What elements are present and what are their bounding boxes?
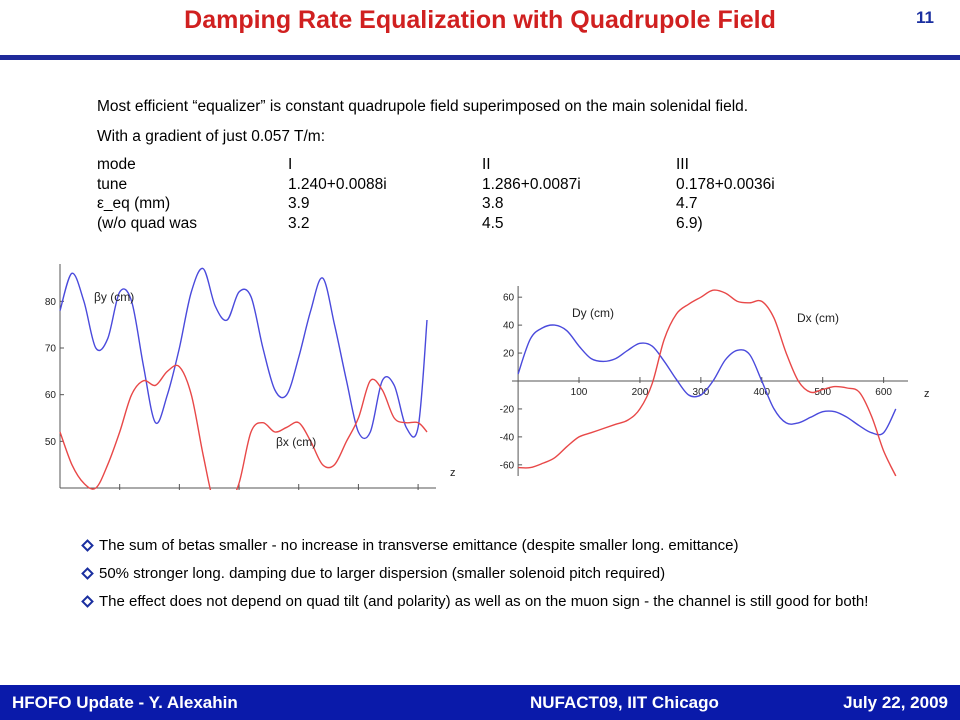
page-number: 11 — [916, 8, 934, 27]
title-rule — [0, 55, 960, 60]
table-cell: 4.7 — [676, 195, 698, 212]
table-cell: 3.2 — [288, 214, 310, 232]
y-tick-label: 80 — [45, 297, 57, 308]
diamond-bullet-icon — [81, 594, 94, 608]
x-tick-label: 300 — [693, 387, 710, 398]
y-tick-label: 60 — [45, 390, 57, 401]
y-tick-label: 70 — [45, 344, 57, 355]
table-cell: III — [676, 156, 689, 173]
table-cell: (w/o quad was — [97, 214, 197, 232]
mode-table: mode I II III tune 1.240+0.0088i 1.286+0… — [97, 155, 836, 233]
footer-bar: HFOFO Update - Y. Alexahin NUFACT09, IIT… — [0, 685, 960, 720]
footer-date: July 22, 2009 — [843, 693, 948, 712]
y-tick-label: 20 — [503, 349, 515, 360]
footer-author: HFOFO Update - Y. Alexahin — [12, 693, 238, 712]
bullet-item: The sum of betas smaller - no increase i… — [80, 536, 900, 556]
diamond-bullet-icon — [81, 566, 94, 580]
series-label: βy (cm) — [94, 290, 134, 304]
table-cell: ε_eq (mm) — [97, 195, 171, 212]
table-cell: 3.9 — [288, 195, 310, 212]
series-label: Dy (cm) — [572, 306, 614, 320]
y-tick-label: -20 — [500, 404, 515, 415]
series-label: Dx (cm) — [797, 311, 839, 325]
table-cell: 1.286+0.0087i — [482, 175, 581, 193]
bullet-text: The sum of betas smaller - no increase i… — [99, 537, 739, 554]
x-tick-label: 600 — [875, 387, 892, 398]
dispersion-chart: 100 200 300 400 500 600 -60 -40 -20 20 40 60 Dy (cm)… — [500, 286, 930, 477]
series-line — [517, 324, 897, 436]
table-cell: 0.178+0.0036i — [676, 175, 775, 193]
bullet-list: The sum of betas smaller - no increase i… — [80, 536, 900, 620]
x-tick-label: 400 — [753, 387, 770, 398]
x-tick-label: 200 — [632, 387, 649, 398]
bullet-item: The effect does not depend on quad tilt … — [80, 592, 900, 612]
table-row: (w/o quad was 3.2 4.5 6.9) — [97, 214, 836, 234]
bullet-text: 50% stronger long. damping due to larger… — [99, 565, 666, 582]
series-line — [59, 364, 428, 490]
table-cell: 4.5 — [482, 214, 504, 232]
table-cell: II — [482, 156, 491, 173]
table-row: tune 1.240+0.0088i 1.286+0.0087i 0.178+0… — [97, 175, 836, 195]
x-tick-label: 100 — [571, 387, 588, 398]
table-cell: 3.8 — [482, 195, 504, 212]
table-cell: tune — [97, 175, 128, 193]
y-tick-label: -40 — [500, 432, 515, 443]
table-cell: mode — [97, 156, 136, 173]
bullet-text: The effect does not depend on quad tilt … — [99, 593, 869, 610]
table-row: ε_eq (mm) 3.9 3.8 4.7 — [97, 194, 836, 214]
slide-title: Damping Rate Equalization with Quadrupol… — [184, 6, 776, 34]
series-label: βx (cm) — [276, 435, 316, 449]
y-tick-label: 40 — [503, 321, 515, 332]
x-tick-label: 500 — [814, 387, 831, 398]
footer-venue: NUFACT09, IIT Chicago — [530, 693, 719, 712]
intro-line-2: With a gradient of just 0.057 T/m: — [97, 128, 326, 145]
beta-chart: 10020030040050060050607080βy (cm)βx (cm)… — [45, 264, 456, 490]
table-cell: 6.9) — [676, 214, 703, 232]
y-tick-label: 50 — [45, 437, 57, 448]
series-line — [59, 267, 428, 440]
table-cell: 1.240+0.0088i — [288, 175, 387, 193]
bullet-item: 50% stronger long. damping due to larger… — [80, 564, 900, 584]
diamond-bullet-icon — [81, 538, 94, 552]
y-tick-label: -60 — [500, 460, 515, 471]
y-tick-label: 60 — [503, 293, 515, 304]
series-line — [518, 289, 897, 477]
x-axis-label: z — [450, 467, 456, 479]
table-cell: I — [288, 156, 293, 173]
x-axis-label: z — [924, 388, 930, 400]
table-row: mode I II III — [97, 155, 836, 175]
intro-line-1: Most efficient “equalizer” is constant q… — [97, 98, 749, 115]
